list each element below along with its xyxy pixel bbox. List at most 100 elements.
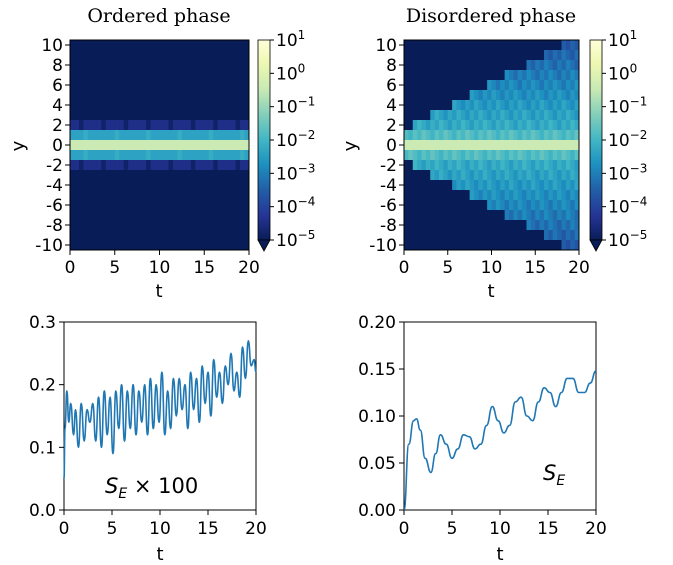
heatmap-disordered-cell: [421, 70, 427, 81]
heatmap-disordered-cell: [417, 190, 423, 201]
heatmap-ordered-cell: [87, 130, 93, 141]
heatmap-ordered-cell: [128, 40, 134, 51]
heatmap-disordered-cell: [430, 150, 436, 161]
heatmap-disordered-ytick-label: -10: [369, 236, 397, 256]
heatmap-disordered-cell: [460, 240, 466, 250]
heatmap-disordered-cell: [522, 100, 528, 111]
heatmap-disordered-cell: [456, 90, 462, 101]
heatmap-disordered-cell: [474, 220, 479, 231]
heatmap-ordered-cell: [190, 100, 196, 111]
heatmap-disordered-cell: [404, 130, 409, 141]
heatmap-disordered-cell: [570, 200, 576, 211]
heatmap-ordered-cell: [231, 90, 237, 101]
heatmap-disordered-cell: [430, 130, 436, 141]
heatmap-disordered-cell: [478, 150, 484, 161]
heatmap-ordered-cell: [190, 220, 196, 231]
heatmap-ordered-cell: [123, 50, 129, 61]
heatmap-disordered-cell: [504, 40, 510, 51]
heatmap-disordered-ytick-label: -2: [380, 156, 397, 176]
heatmap-disordered-cell: [478, 160, 484, 171]
heatmap-ordered-cell: [146, 80, 152, 91]
heatmap-disordered-cell: [509, 70, 514, 81]
heatmap-ordered-cell: [159, 190, 165, 201]
heatmap-disordered-cell: [565, 180, 571, 191]
heatmap-ordered-cell: [186, 100, 192, 111]
heatmap-disordered-cell: [535, 140, 541, 151]
heatmap-disordered-cell: [478, 230, 484, 241]
heatmap-disordered-cell: [504, 240, 510, 250]
heatmap-disordered-cell: [452, 230, 458, 241]
heatmap-ordered-cell: [208, 150, 214, 161]
heatmap-ordered-cell: [222, 160, 228, 171]
heatmap-disordered-cell: [412, 130, 418, 141]
heatmap-ordered-cell: [96, 90, 102, 101]
heatmap-disordered-cell: [574, 140, 579, 151]
colorbar-disordered: [589, 39, 603, 241]
heatmap-ordered-cell: [141, 100, 147, 111]
heatmap-ordered-cell: [213, 60, 219, 71]
heatmap-ordered-cell: [168, 220, 174, 231]
heatmap-disordered-cell: [509, 90, 514, 101]
heatmap-disordered-cell: [552, 40, 558, 51]
heatmap-ordered-cell: [87, 220, 93, 231]
heatmap-disordered-cell: [535, 100, 541, 111]
heatmap-disordered-cell: [539, 100, 545, 111]
heatmap-disordered-cell: [552, 50, 558, 61]
heatmap-ordered-cell: [181, 200, 187, 211]
heatmap-disordered-cell: [548, 90, 554, 101]
heatmap-ordered-cell: [87, 200, 93, 211]
heatmap-ordered-cell: [168, 200, 174, 211]
heatmap-ordered-cell: [141, 210, 147, 221]
heatmap-ordered-cell: [101, 140, 107, 151]
heatmap-disordered-cell: [404, 100, 409, 111]
heatmap-ordered-cell: [141, 80, 147, 91]
heatmap-disordered-cell: [465, 210, 471, 221]
heatmap-disordered-cell: [548, 50, 554, 61]
heatmap-ordered-cell: [110, 200, 116, 211]
heatmap-disordered-cell: [544, 50, 549, 61]
heatmap-disordered-cell: [452, 210, 458, 221]
heatmap-disordered-cell: [570, 40, 576, 51]
heatmap-ordered-cell: [119, 110, 125, 121]
heatmap-disordered-cell: [565, 50, 571, 61]
heatmap-disordered-cell: [500, 190, 506, 201]
heatmap-ordered-cell: [186, 40, 192, 51]
heatmap-ordered-cell: [172, 150, 178, 161]
heatmap-disordered-cell: [548, 220, 554, 231]
heatmap-ordered-cell: [240, 210, 246, 221]
heatmap-disordered-cell: [526, 80, 532, 91]
heatmap-ordered-cell: [172, 230, 178, 241]
heatmap-ordered-cell: [110, 150, 116, 161]
heatmap-ordered-cell: [168, 140, 174, 151]
heatmap-disordered-cell: [526, 210, 532, 221]
heatmap-disordered-cell: [565, 60, 571, 71]
heatmap-disordered-cell: [430, 110, 436, 121]
heatmap-disordered-cell: [491, 80, 497, 91]
heatmap-ordered-cell: [186, 50, 192, 61]
heatmap-disordered-ytick-label: 8: [386, 56, 397, 76]
heatmap-ordered-cell: [208, 220, 214, 231]
heatmap-disordered-cell: [570, 80, 576, 91]
heatmap-disordered-cell: [482, 240, 488, 250]
heatmap-ordered-cell: [172, 110, 178, 121]
heatmap-ordered-cell: [168, 110, 174, 121]
heatmap-disordered-cell: [544, 40, 549, 51]
heatmap-ordered-cell: [163, 90, 169, 101]
heatmap-ordered-cell: [204, 220, 210, 231]
heatmap-disordered-cell: [535, 70, 541, 81]
heatmap-ordered-cell: [105, 50, 111, 61]
heatmap-disordered-cell: [544, 100, 549, 111]
heatmap-ordered-cell: [199, 200, 205, 211]
heatmap-disordered-cell: [522, 210, 528, 221]
heatmap-ordered-cell: [240, 100, 246, 111]
heatmap-ordered-cell: [132, 80, 138, 91]
heatmap-ordered-cell: [101, 220, 107, 231]
heatmap-ordered-cell: [186, 240, 192, 250]
heatmap-ordered-cell: [70, 170, 75, 181]
heatmap-disordered-cell: [465, 240, 471, 250]
heatmap-ordered-cell: [146, 120, 152, 131]
heatmap-disordered-cell: [417, 180, 423, 191]
heatmap-ordered-cell: [181, 240, 187, 250]
heatmap-disordered-cell: [469, 190, 475, 201]
